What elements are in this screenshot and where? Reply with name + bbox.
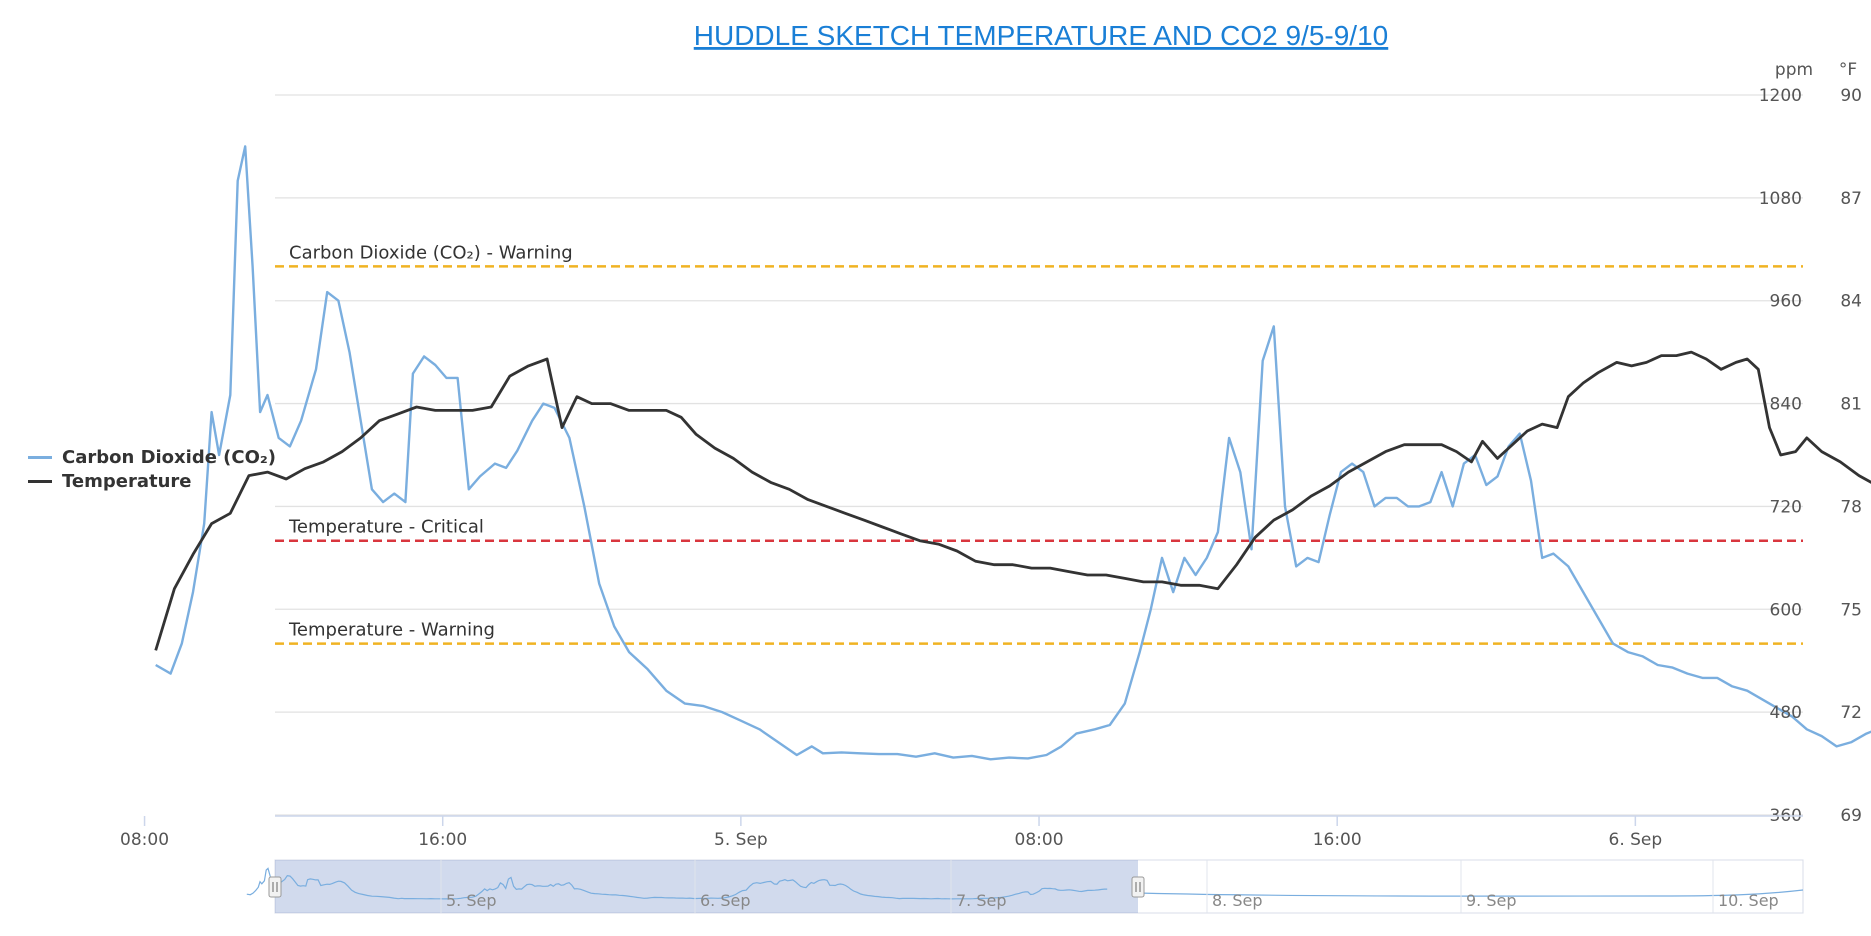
threshold-label: Temperature - Warning [288, 620, 495, 641]
x-tick-label: 5. Sep [714, 830, 768, 850]
y-tick-label-ppm: 1080 [1759, 189, 1802, 209]
plot-bands: Carbon Dioxide (CO₂) - Warning Temperatur… [275, 242, 1803, 645]
navigator-right-handle[interactable] [1131, 876, 1145, 898]
temperature-series-line[interactable] [154, 350, 1871, 651]
threshold-label: Carbon Dioxide (CO₂) - Warning [289, 242, 573, 263]
temperature-line-swatch-icon [28, 479, 52, 483]
y-tick-label-ppm: 840 [1770, 395, 1802, 415]
legend: Carbon Dioxide (CO₂) Temperature [28, 445, 276, 493]
navigator-left-handle[interactable] [268, 876, 282, 898]
x-tick-label: 16:00 [1313, 830, 1362, 850]
fahrenheit-unit-label: °F [1839, 60, 1857, 80]
navigator-date-label: 7. Sep [956, 891, 1007, 910]
x-tick-label: 6. Sep [1609, 830, 1663, 850]
y-tick-label-ppm: 960 [1770, 292, 1802, 312]
x-tick-label: 16:00 [418, 830, 467, 850]
navigator-selected-range[interactable] [275, 860, 1138, 913]
y-tick-label-ppm: 720 [1770, 497, 1802, 517]
navigator-date-label: 8. Sep [1212, 891, 1263, 910]
y-tick-label-ppm: 1200 [1759, 86, 1802, 106]
legend-item-temperature[interactable]: Temperature [28, 469, 276, 493]
x-tick-label: 08:00 [1015, 830, 1064, 850]
navigator-series-tail [1137, 889, 1804, 897]
navigator-date-label: 9. Sep [1466, 891, 1517, 910]
series-lines [154, 145, 1871, 761]
threshold-label: Temperature - Critical [288, 517, 484, 538]
y-tick-label-temp: 87 [1840, 189, 1862, 209]
y-tick-label-ppm: 600 [1770, 600, 1802, 620]
x-tick-label: 08:00 [120, 830, 169, 850]
legend-label-temperature: Temperature [62, 470, 192, 492]
navigator-series-line [246, 867, 1108, 900]
y-tick-label-ppm: 480 [1770, 703, 1802, 723]
navigator-date-label: 6. Sep [700, 891, 751, 910]
y-tick-label-temp: 90 [1840, 86, 1862, 106]
y-tick-label-temp: 75 [1840, 600, 1862, 620]
y-tick-label-temp: 78 [1840, 497, 1862, 517]
legend-label-co2: Carbon Dioxide (CO₂) [62, 446, 277, 468]
y-tick-label-temp: 84 [1840, 292, 1862, 312]
grid-lines [275, 94, 1803, 816]
y-tick-label-temp: 81 [1840, 395, 1862, 415]
chart-title[interactable]: HUDDLE SKETCH TEMPERATURE AND CO2 9/5-9/… [694, 20, 1388, 51]
y-tick-label-temp: 69 [1840, 806, 1862, 826]
ppm-unit-label: ppm [1775, 60, 1813, 80]
co2-line-swatch-icon [28, 455, 52, 459]
navigator-date-label: 5. Sep [446, 891, 497, 910]
navigator-date-label: 10. Sep [1718, 891, 1779, 910]
range-navigator[interactable]: 5. Sep 6. Sep 7. Sep 8. Sep 9. Sep 10. Sep [246, 859, 1804, 914]
co2-series-line[interactable] [155, 145, 1871, 761]
y-tick-label-temp: 72 [1840, 703, 1862, 723]
legend-item-co2[interactable]: Carbon Dioxide (CO₂) [28, 445, 276, 469]
